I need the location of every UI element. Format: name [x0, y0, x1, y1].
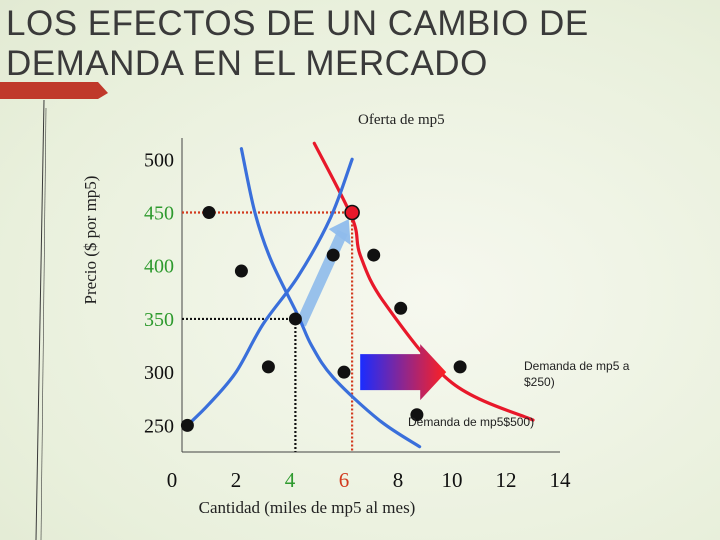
- slide-left-rule: [35, 99, 45, 540]
- y-tick-labels: 500 450 400 350 300 250: [144, 149, 174, 437]
- title-accent-bar: [0, 82, 108, 99]
- data-point-3: [394, 301, 408, 315]
- x-tick-14: 14: [550, 468, 572, 492]
- y-tick-350: 350: [144, 309, 174, 331]
- x-tick-8: 8: [393, 468, 404, 492]
- y-tick-250: 250: [144, 415, 174, 437]
- data-point-9: [410, 408, 424, 422]
- data-point-5: [202, 206, 216, 220]
- y-tick-450: 450: [144, 203, 174, 225]
- data-point-10: [180, 418, 194, 432]
- x-tick-labels: 0 2 4 6 8 10 12 14: [167, 468, 571, 492]
- slide-title-line-1: LOS EFECTOS DE UN CAMBIO DE: [6, 4, 589, 43]
- slide-left-rule-inner: [40, 107, 47, 540]
- data-point-8: [337, 365, 351, 379]
- x-tick-10: 10: [442, 468, 463, 492]
- y-tick-400: 400: [144, 256, 174, 278]
- shift-arrow-group: [360, 344, 447, 401]
- demand-old-label-line-2: $250): [524, 375, 555, 389]
- movement-arrow-shaft: [295, 229, 348, 327]
- supply-curve-label: Oferta de mp5: [358, 112, 445, 128]
- movement-arrow-group: [295, 219, 351, 327]
- slide-title: LOS EFECTOS DE UN CAMBIO DE DEMANDA EN E…: [6, 4, 706, 84]
- x-tick-2: 2: [231, 468, 242, 492]
- x-tick-4: 4: [285, 468, 296, 492]
- data-point-7: [288, 312, 302, 326]
- x-axis-label: Cantidad (miles de mp5 al mes): [199, 498, 416, 517]
- data-point-1: [326, 248, 340, 262]
- equilibrium-point: [344, 204, 360, 221]
- demand-old-label-line-1: Demanda de mp5 a: [524, 359, 630, 373]
- data-point-6: [234, 264, 248, 278]
- curves-group: [185, 141, 535, 449]
- data-point-11: [261, 360, 275, 374]
- data-point-2: [367, 248, 381, 262]
- x-tick-6: 6: [339, 468, 350, 492]
- demand-new-label: Demanda de mp5$500): [408, 415, 534, 429]
- markers-group: [180, 204, 467, 432]
- y-axis-label: Precio ($ por mp5): [81, 176, 100, 305]
- y-tick-500: 500: [144, 149, 174, 171]
- y-tick-300: 300: [144, 362, 174, 384]
- slide-title-line-2: DEMANDA EN EL MERCADO: [6, 44, 488, 83]
- curve-demand_new: [239, 147, 422, 449]
- x-tick-12: 12: [496, 468, 517, 492]
- curve-demand_old: [185, 157, 354, 427]
- data-point-4: [453, 360, 467, 374]
- x-tick-0: 0: [167, 468, 178, 492]
- movement-arrow-head: [328, 219, 351, 246]
- demand-shift-arrow: [360, 344, 447, 401]
